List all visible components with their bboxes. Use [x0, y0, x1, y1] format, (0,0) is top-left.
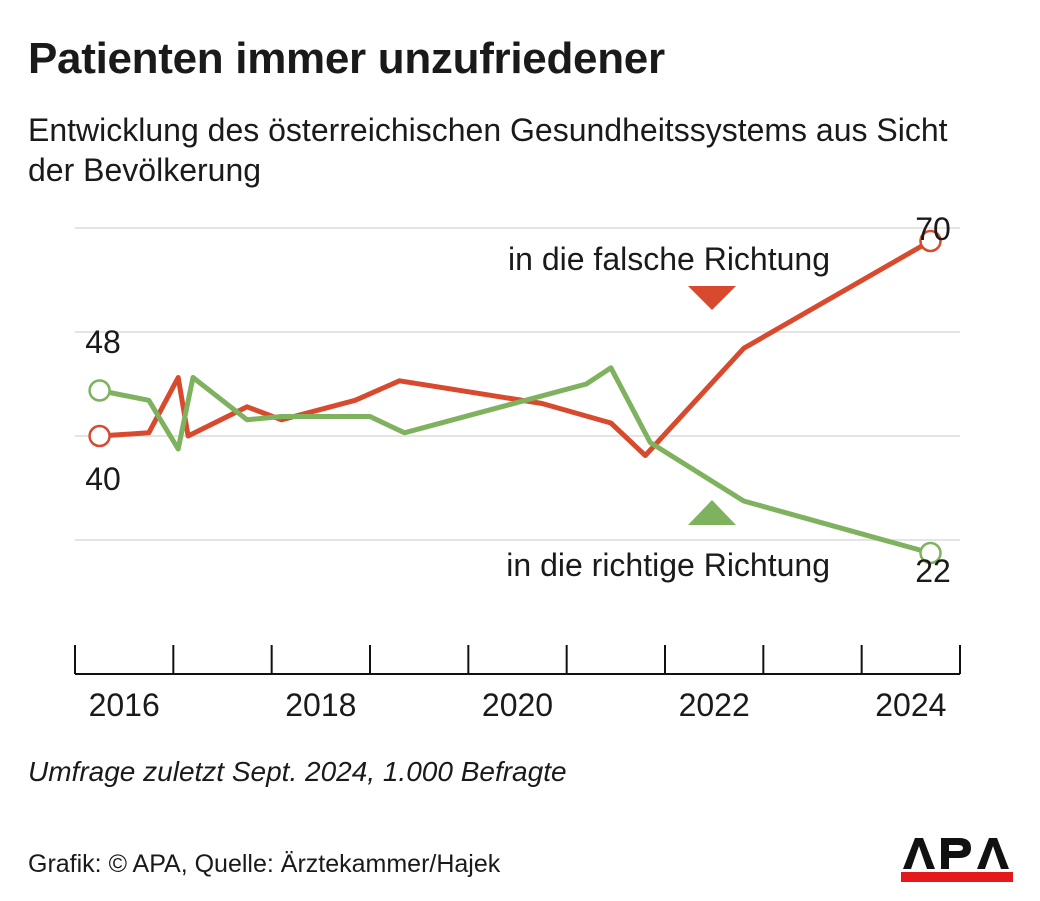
series-lines	[88, 229, 942, 565]
gridlines	[75, 227, 960, 541]
survey-note: Umfrage zuletzt Sept. 2024, 1.000 Befrag…	[28, 756, 567, 787]
x-tick-label: 2024	[875, 687, 946, 723]
apa-logo	[901, 838, 1013, 882]
down-triangle-icon	[688, 286, 736, 310]
annotation-wrong-direction: in die falsche Richtung	[508, 241, 830, 277]
x-tick-label: 2022	[679, 687, 750, 723]
annotation-right-direction: in die richtige Richtung	[506, 547, 830, 583]
x-tick-label: 2020	[482, 687, 553, 723]
source-credit: Grafik: © APA, Quelle: Ärztekammer/Hajek	[28, 850, 501, 878]
series-end-point	[919, 229, 942, 253]
series-start-point	[88, 424, 111, 448]
series-end-point	[919, 541, 942, 565]
series-line-wrong	[97, 238, 933, 458]
chart-subtitle: Entwicklung des österreichischen Gesundh…	[28, 112, 948, 188]
end-value-label-right: 22	[915, 553, 951, 589]
end-value-label-wrong: 70	[915, 211, 951, 247]
start-value-label-right: 48	[85, 324, 121, 360]
chart-title: Patienten immer unzufriedener	[28, 34, 665, 83]
series-line-right	[97, 365, 933, 556]
start-value-label-wrong: 40	[85, 461, 121, 497]
up-triangle-icon	[688, 500, 736, 525]
x-axis: 2016 2018 2020 2022 2024	[74, 645, 961, 723]
chart-labels: 48 40 70 22 in die falsche Richtung in die ri…	[85, 211, 951, 589]
series-start-point	[88, 379, 111, 402]
x-tick-label: 2018	[285, 687, 356, 723]
x-tick-label: 2016	[89, 687, 160, 723]
